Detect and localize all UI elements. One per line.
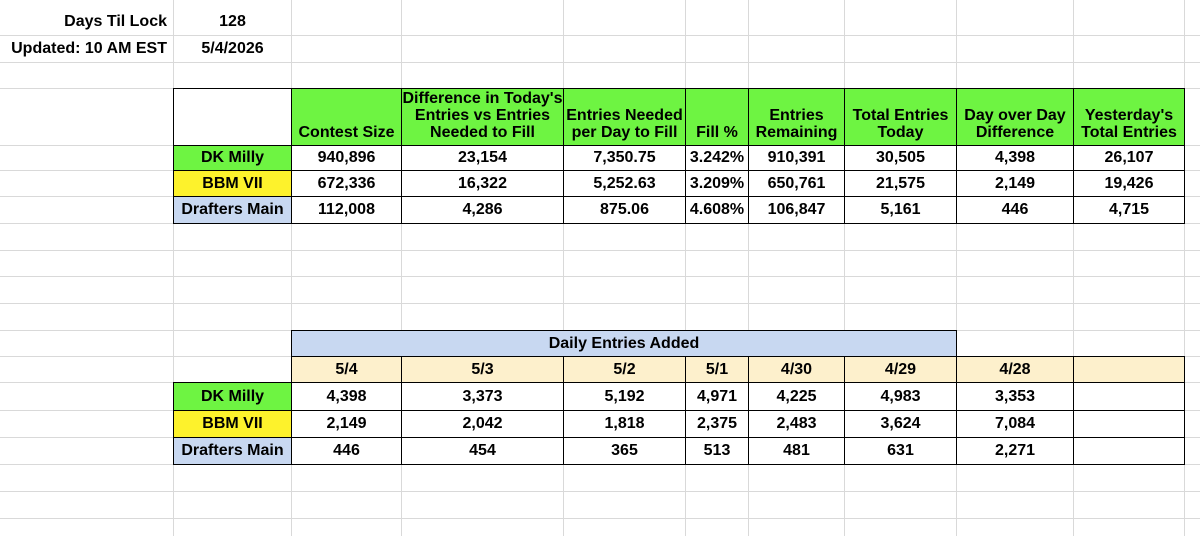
daily-cell: 365 [563,437,686,465]
daily-date-header: 5/1 [685,356,749,383]
daily-date-header: 4/28 [956,356,1074,383]
days-til-lock-label: Days Til Lock [64,13,167,30]
updated-label: Updated: 10 AM EST [11,40,167,57]
summary-cell: 21,575 [844,170,957,197]
daily-cell: 4,971 [685,382,749,411]
daily-cell: 2,375 [685,410,749,438]
daily-cell: 7,084 [956,410,1074,438]
header-difference: Difference in Today's Entries vs Entries… [401,88,564,146]
daily-cell: 3,373 [401,382,564,411]
updated-value: 5/4/2026 [201,40,264,57]
summary-cell: 3.209% [685,170,749,197]
summary-cell: 875.06 [563,196,686,224]
daily-cell: 446 [291,437,402,465]
daily-date-header: 5/4 [291,356,402,383]
summary-cell: 4,286 [401,196,564,224]
summary-cell: 7,350.75 [563,145,686,171]
daily-cell-empty [1073,410,1185,438]
summary-cell: 940,896 [291,145,402,171]
summary-cell: 30,505 [844,145,957,171]
summary-row-label-bbm-vii: BBM VII [173,170,292,197]
summary-cell: 672,336 [291,170,402,197]
daily-row-label-bbm-vii: BBM VII [173,410,292,438]
daily-cell: 3,624 [844,410,957,438]
daily-date-header: 4/29 [844,356,957,383]
daily-date-header-empty [1073,356,1185,383]
summary-row-label-dk-milly: DK Milly [173,145,292,171]
daily-cell-empty [1073,437,1185,465]
daily-cell: 454 [401,437,564,465]
days-til-lock-value: 128 [219,13,246,30]
summary-cell: 106,847 [748,196,845,224]
daily-cell: 4,398 [291,382,402,411]
summary-cell: 26,107 [1073,145,1185,171]
daily-cell: 513 [685,437,749,465]
daily-cell: 4,225 [748,382,845,411]
daily-cell: 2,042 [401,410,564,438]
daily-title: Daily Entries Added [291,330,957,357]
header-fill-pct: Fill % [685,88,749,146]
header-day-over-day: Day over Day Difference [956,88,1074,146]
summary-cell: 2,149 [956,170,1074,197]
daily-date-header: 4/30 [748,356,845,383]
header-total-entries-today: Total Entries Today [844,88,957,146]
summary-cell: 4,398 [956,145,1074,171]
summary-cell: 16,322 [401,170,564,197]
header-entries-needed-per-day: Entries Needed per Day to Fill [563,88,686,146]
daily-cell: 481 [748,437,845,465]
daily-cell: 2,271 [956,437,1074,465]
daily-row-label-drafters-main: Drafters Main [173,437,292,465]
daily-cell: 2,149 [291,410,402,438]
daily-date-header: 5/2 [563,356,686,383]
daily-cell: 5,192 [563,382,686,411]
summary-cell: 112,008 [291,196,402,224]
summary-cell: 910,391 [748,145,845,171]
daily-row-label-dk-milly: DK Milly [173,382,292,411]
header-contest-size: Contest Size [291,88,402,146]
summary-cell: 3.242% [685,145,749,171]
daily-cell: 1,818 [563,410,686,438]
daily-cell: 3,353 [956,382,1074,411]
header-yesterdays-total: Yesterday's Total Entries [1073,88,1185,146]
daily-cell: 631 [844,437,957,465]
summary-cell: 19,426 [1073,170,1185,197]
summary-cell: 446 [956,196,1074,224]
daily-cell: 4,983 [844,382,957,411]
daily-cell-empty [1073,382,1185,411]
daily-date-header: 5/3 [401,356,564,383]
summary-cell: 5,161 [844,196,957,224]
summary-cell: 4.608% [685,196,749,224]
summary-cell: 4,715 [1073,196,1185,224]
summary-cell: 650,761 [748,170,845,197]
summary-corner-cell [173,88,292,146]
daily-cell: 2,483 [748,410,845,438]
summary-row-label-drafters-main: Drafters Main [173,196,292,224]
summary-cell: 5,252.63 [563,170,686,197]
header-entries-remaining: Entries Remaining [748,88,845,146]
summary-cell: 23,154 [401,145,564,171]
